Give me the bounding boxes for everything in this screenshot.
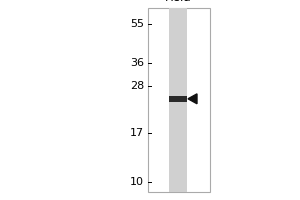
Text: Hela: Hela xyxy=(165,0,191,4)
Text: 28: 28 xyxy=(130,81,144,91)
Bar xyxy=(169,96,187,102)
Text: 55: 55 xyxy=(130,19,144,29)
Text: 36: 36 xyxy=(130,58,144,68)
Bar xyxy=(169,8,187,192)
Text: 10: 10 xyxy=(130,177,144,187)
Text: 17: 17 xyxy=(130,128,144,138)
Polygon shape xyxy=(188,94,197,104)
Bar xyxy=(148,8,210,192)
